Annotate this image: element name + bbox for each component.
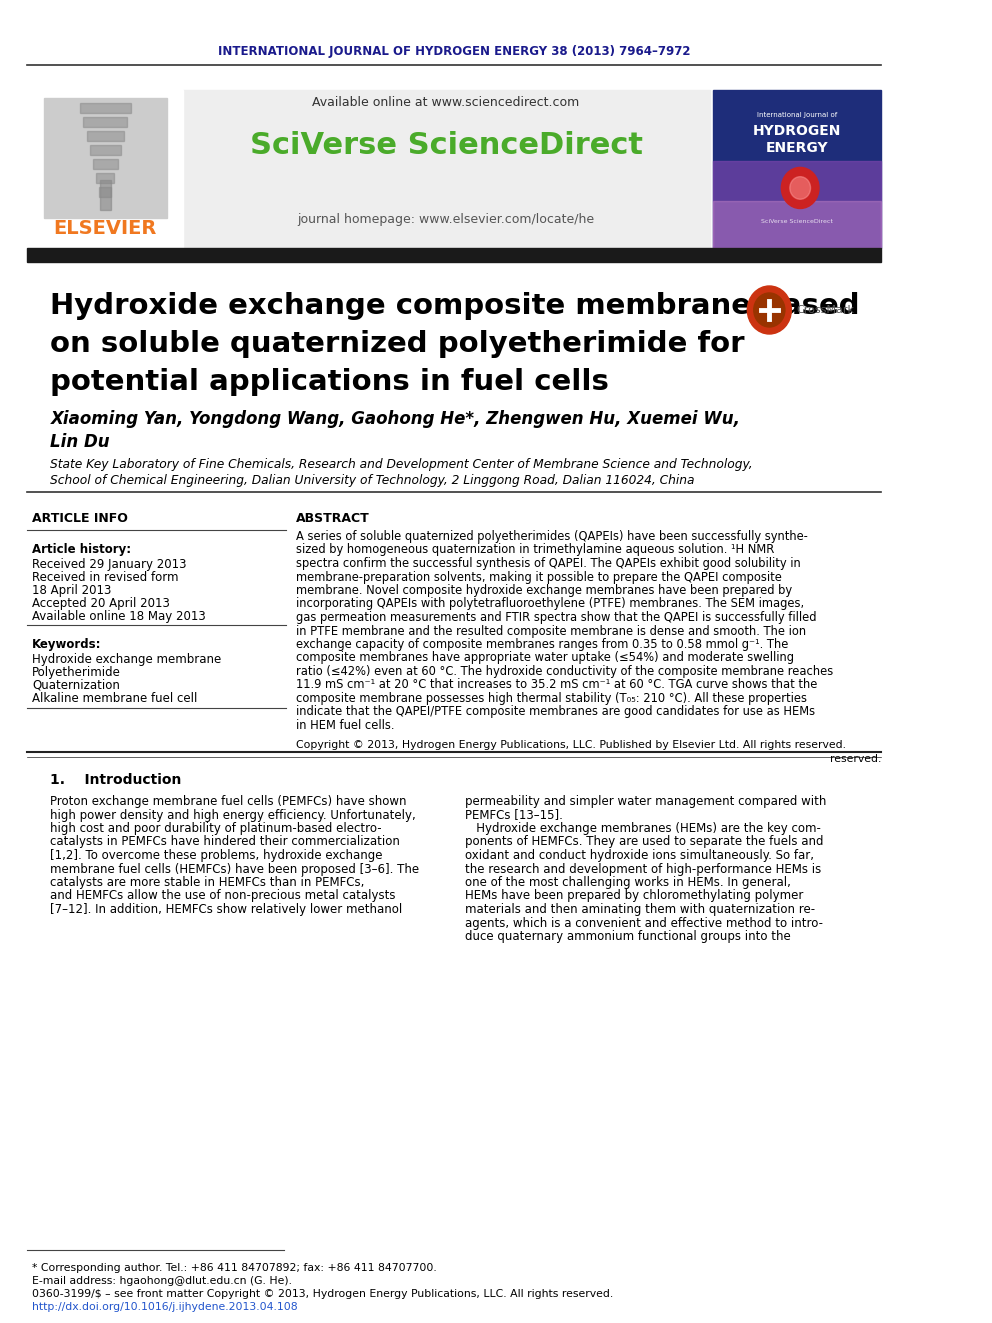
Text: on soluble quaternized polyetherimide for: on soluble quaternized polyetherimide fo… — [51, 329, 745, 359]
Bar — [80, 103, 131, 112]
Text: journal homepage: www.elsevier.com/locate/he: journal homepage: www.elsevier.com/locat… — [298, 213, 594, 226]
Text: materials and then aminating them with quaternization re-: materials and then aminating them with q… — [465, 904, 815, 916]
Bar — [89, 146, 121, 155]
Text: duce quaternary ammonium functional groups into the: duce quaternary ammonium functional grou… — [465, 930, 791, 943]
Bar — [96, 173, 114, 183]
Text: Available online at www.sciencedirect.com: Available online at www.sciencedirect.co… — [312, 97, 579, 110]
Text: E-mail address: hgaohong@dlut.edu.cn (G. He).: E-mail address: hgaohong@dlut.edu.cn (G.… — [32, 1275, 292, 1286]
Text: and HEMFCs allow the use of non-precious metal catalysts: and HEMFCs allow the use of non-precious… — [51, 889, 396, 902]
Text: Accepted 20 April 2013: Accepted 20 April 2013 — [32, 597, 170, 610]
Circle shape — [747, 286, 792, 333]
Text: PEMFCs [13–15].: PEMFCs [13–15]. — [465, 808, 563, 822]
Bar — [86, 131, 124, 142]
Text: SciVerse ScienceDirect: SciVerse ScienceDirect — [761, 218, 832, 224]
Text: membrane-preparation solvents, making it possible to prepare the QAPEI composite: membrane-preparation solvents, making it… — [296, 570, 782, 583]
Text: Alkaline membrane fuel cell: Alkaline membrane fuel cell — [32, 692, 197, 705]
Text: Received 29 January 2013: Received 29 January 2013 — [32, 558, 186, 572]
Text: the research and development of high-performance HEMs is: the research and development of high-per… — [465, 863, 821, 876]
Text: Copyright © 2013, Hydrogen Energy Publications, LLC. Published by Elsevier Ltd. : Copyright © 2013, Hydrogen Energy Public… — [296, 741, 846, 750]
Bar — [712, 201, 881, 247]
Text: sized by homogeneous quaternization in trimethylamine aqueous solution. ¹H NMR: sized by homogeneous quaternization in t… — [296, 544, 774, 557]
Text: in HEM fuel cells.: in HEM fuel cells. — [296, 718, 395, 732]
Text: School of Chemical Engineering, Dalian University of Technology, 2 Linggong Road: School of Chemical Engineering, Dalian U… — [51, 474, 694, 487]
Text: 0360-3199/$ – see front matter Copyright © 2013, Hydrogen Energy Publications, L: 0360-3199/$ – see front matter Copyright… — [32, 1289, 613, 1299]
Text: Lin Du: Lin Du — [51, 433, 110, 451]
Text: gas permeation measurements and FTIR spectra show that the QAPEI is successfully: gas permeation measurements and FTIR spe… — [296, 611, 816, 624]
Text: incorporating QAPEIs with polytetrafluoroethylene (PTFE) membranes. The SEM imag: incorporating QAPEIs with polytetrafluor… — [296, 598, 804, 610]
Bar — [28, 90, 184, 247]
Text: reserved.: reserved. — [829, 754, 881, 763]
Text: membrane. Novel composite hydroxide exchange membranes have been prepared by: membrane. Novel composite hydroxide exch… — [296, 583, 792, 597]
Bar — [99, 187, 111, 197]
Text: potential applications in fuel cells: potential applications in fuel cells — [51, 368, 609, 396]
Text: membrane fuel cells (HEMFCs) have been proposed [3–6]. The: membrane fuel cells (HEMFCs) have been p… — [51, 863, 420, 876]
Bar — [184, 90, 710, 247]
Text: ratio (≤42%) even at 60 °C. The hydroxide conductivity of the composite membrane: ratio (≤42%) even at 60 °C. The hydroxid… — [296, 665, 833, 677]
Text: 11.9 mS cm⁻¹ at 20 °C that increases to 35.2 mS cm⁻¹ at 60 °C. TGA curve shows t: 11.9 mS cm⁻¹ at 20 °C that increases to … — [296, 679, 817, 692]
Text: SciVerse ScienceDirect: SciVerse ScienceDirect — [250, 131, 643, 160]
Text: http://dx.doi.org/10.1016/j.ijhydene.2013.04.108: http://dx.doi.org/10.1016/j.ijhydene.201… — [32, 1302, 298, 1312]
Text: exchange capacity of composite membranes ranges from 0.35 to 0.58 mmol g⁻¹. The: exchange capacity of composite membranes… — [296, 638, 789, 651]
Text: INTERNATIONAL JOURNAL OF HYDROGEN ENERGY 38 (2013) 7964–7972: INTERNATIONAL JOURNAL OF HYDROGEN ENERGY… — [218, 45, 690, 58]
Text: spectra confirm the successful synthesis of QAPEI. The QAPEIs exhibit good solub: spectra confirm the successful synthesis… — [296, 557, 801, 570]
Text: Quaternization: Quaternization — [32, 679, 120, 692]
Text: Article history:: Article history: — [32, 542, 131, 556]
Circle shape — [790, 177, 810, 200]
Text: International Journal of: International Journal of — [757, 112, 837, 118]
Text: ABSTRACT: ABSTRACT — [296, 512, 370, 525]
Text: high cost and poor durability of platinum-based electro-: high cost and poor durability of platinu… — [51, 822, 382, 835]
Text: Available online 18 May 2013: Available online 18 May 2013 — [32, 610, 205, 623]
Text: HYDROGEN: HYDROGEN — [753, 124, 841, 138]
Bar — [100, 180, 111, 210]
Text: * Corresponding author. Tel.: +86 411 84707892; fax: +86 411 84707700.: * Corresponding author. Tel.: +86 411 84… — [32, 1263, 436, 1273]
Text: Keywords:: Keywords: — [32, 638, 101, 651]
Text: oxidant and conduct hydroxide ions simultaneously. So far,: oxidant and conduct hydroxide ions simul… — [465, 849, 814, 863]
Text: high power density and high energy efficiency. Unfortunately,: high power density and high energy effic… — [51, 808, 416, 822]
Text: CrossMark: CrossMark — [797, 306, 855, 315]
Text: ARTICLE INFO: ARTICLE INFO — [32, 512, 128, 525]
Bar — [93, 159, 118, 169]
Text: Hydroxide exchange membrane: Hydroxide exchange membrane — [32, 654, 221, 665]
Text: HEMs have been prepared by chloromethylating polymer: HEMs have been prepared by chloromethyla… — [465, 889, 804, 902]
Text: catalysts are more stable in HEMFCs than in PEMFCs,: catalysts are more stable in HEMFCs than… — [51, 876, 365, 889]
Bar — [28, 247, 881, 262]
Text: in PTFE membrane and the resulted composite membrane is dense and smooth. The io: in PTFE membrane and the resulted compos… — [296, 624, 806, 638]
Text: agents, which is a convenient and effective method to intro-: agents, which is a convenient and effect… — [465, 917, 823, 930]
Text: Received in revised form: Received in revised form — [32, 572, 179, 583]
Text: 1.    Introduction: 1. Introduction — [51, 773, 182, 787]
Text: State Key Laboratory of Fine Chemicals, Research and Development Center of Membr: State Key Laboratory of Fine Chemicals, … — [51, 458, 753, 471]
Text: Xiaoming Yan, Yongdong Wang, Gaohong He*, Zhengwen Hu, Xuemei Wu,: Xiaoming Yan, Yongdong Wang, Gaohong He*… — [51, 410, 740, 429]
Text: ELSEVIER: ELSEVIER — [54, 218, 157, 238]
Text: composite membranes have appropriate water uptake (≤54%) and moderate swelling: composite membranes have appropriate wat… — [296, 651, 794, 664]
Text: permeability and simpler water management compared with: permeability and simpler water managemen… — [465, 795, 826, 808]
Circle shape — [754, 292, 785, 327]
Text: Proton exchange membrane fuel cells (PEMFCs) have shown: Proton exchange membrane fuel cells (PEM… — [51, 795, 407, 808]
Text: catalysts in PEMFCs have hindered their commercialization: catalysts in PEMFCs have hindered their … — [51, 836, 400, 848]
Circle shape — [782, 168, 819, 209]
Text: ponents of HEMFCs. They are used to separate the fuels and: ponents of HEMFCs. They are used to sepa… — [465, 836, 823, 848]
Text: indicate that the QAPEI/PTFE composite membranes are good candidates for use as : indicate that the QAPEI/PTFE composite m… — [296, 705, 815, 718]
Bar — [44, 98, 167, 218]
Text: composite membrane possesses high thermal stability (T₀₅: 210 °C). All these pro: composite membrane possesses high therma… — [296, 692, 806, 705]
Bar — [712, 161, 881, 247]
Bar — [712, 90, 881, 247]
Text: one of the most challenging works in HEMs. In general,: one of the most challenging works in HEM… — [465, 876, 792, 889]
Text: [7–12]. In addition, HEMFCs show relatively lower methanol: [7–12]. In addition, HEMFCs show relativ… — [51, 904, 403, 916]
Text: ENERGY: ENERGY — [766, 142, 828, 156]
Text: Polyetherimide: Polyetherimide — [32, 665, 121, 679]
Text: Hydroxide exchange membranes (HEMs) are the key com-: Hydroxide exchange membranes (HEMs) are … — [465, 822, 821, 835]
Text: A series of soluble quaternized polyetherimides (QAPEIs) have been successfully : A series of soluble quaternized polyethe… — [296, 531, 807, 542]
Text: 18 April 2013: 18 April 2013 — [32, 583, 111, 597]
Text: Hydroxide exchange composite membrane based: Hydroxide exchange composite membrane ba… — [51, 292, 860, 320]
Bar — [83, 116, 127, 127]
Text: [1,2]. To overcome these problems, hydroxide exchange: [1,2]. To overcome these problems, hydro… — [51, 849, 383, 863]
